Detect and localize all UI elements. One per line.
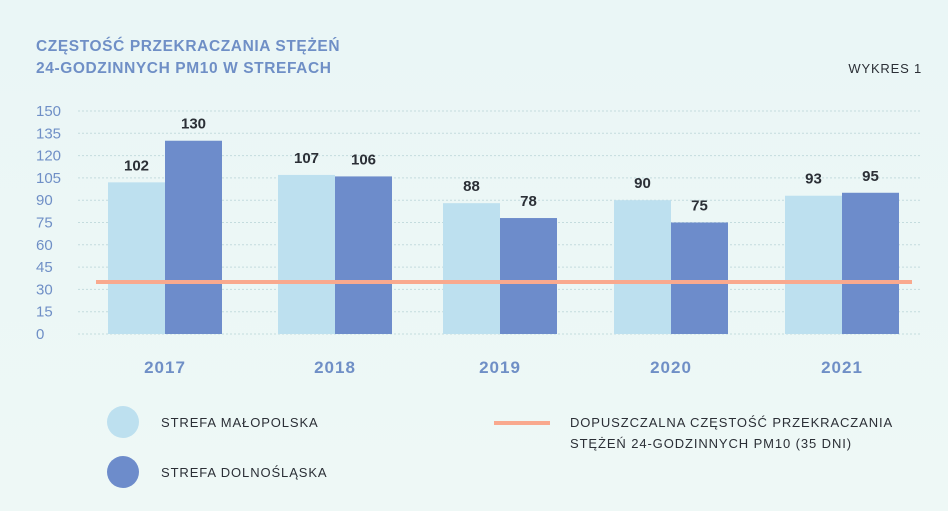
data-label: 93	[805, 171, 822, 188]
data-label: 88	[463, 178, 480, 195]
y-tick-label: 150	[36, 103, 61, 120]
legend-item-dolnoslaska: STREFA DOLNOŚLĄSKA	[107, 456, 327, 488]
legend-swatch-malopolska	[107, 406, 139, 438]
y-tick-label: 15	[36, 304, 53, 321]
bar	[165, 140, 222, 334]
bar	[335, 176, 392, 334]
y-tick-label: 120	[36, 148, 61, 165]
bar	[500, 218, 557, 334]
data-label: 78	[520, 193, 537, 210]
chart-number: WYKRES 1	[848, 61, 922, 76]
legend-swatch-threshold	[494, 421, 550, 425]
data-label: 75	[691, 198, 708, 215]
y-tick-label: 75	[36, 215, 53, 232]
data-label: 106	[351, 151, 376, 168]
x-tick-label: 2019	[479, 358, 521, 377]
bar	[842, 192, 899, 334]
data-label: 130	[181, 116, 206, 133]
y-tick-label: 105	[36, 170, 61, 187]
legend-label-malopolska: STREFA MAŁOPOLSKA	[161, 414, 319, 430]
bar	[671, 222, 728, 334]
x-tick-label: 2020	[650, 358, 692, 377]
legend-label-dolnoslaska: STREFA DOLNOŚLĄSKA	[161, 464, 328, 480]
legend-swatch-dolnoslaska	[107, 456, 139, 488]
chart-title-line-1: CZĘSTOŚĆ PRZEKRACZANIA STĘŻEŃ	[36, 38, 341, 55]
x-tick-label: 2021	[821, 358, 863, 377]
data-label: 95	[862, 168, 879, 185]
legend-item-threshold: DOPUSZCZALNA CZĘSTOŚĆ PRZEKRACZANIA STĘŻ…	[494, 412, 910, 454]
legend-label-threshold: DOPUSZCZALNA CZĘSTOŚĆ PRZEKRACZANIA STĘŻ…	[570, 415, 893, 451]
bar	[278, 174, 335, 334]
bar	[443, 203, 500, 334]
data-label: 107	[294, 150, 319, 167]
chart-title-line-2: 24-GODZINNYCH PM10 W STREFACH	[36, 60, 332, 77]
y-tick-label: 90	[36, 192, 53, 209]
x-tick-label: 2017	[144, 358, 186, 377]
bar	[108, 182, 165, 334]
chart-title: CZĘSTOŚĆ PRZEKRACZANIA STĘŻEŃ 24-GODZINN…	[36, 36, 340, 80]
y-tick-label: 30	[36, 281, 53, 298]
bar	[785, 195, 842, 334]
y-tick-label: 60	[36, 237, 53, 254]
x-tick-label: 2018	[314, 358, 356, 377]
legend-item-malopolska: STREFA MAŁOPOLSKA	[107, 406, 319, 438]
data-label: 90	[634, 175, 651, 192]
y-tick-label: 0	[36, 326, 44, 343]
bar	[614, 200, 671, 334]
bar-chart: 0 15 30 45 60 75 90 105 120 135 150 102 130 107 106 88…	[36, 103, 922, 377]
y-tick-label: 135	[36, 125, 61, 142]
y-tick-label: 45	[36, 259, 53, 276]
data-label: 102	[124, 157, 149, 174]
